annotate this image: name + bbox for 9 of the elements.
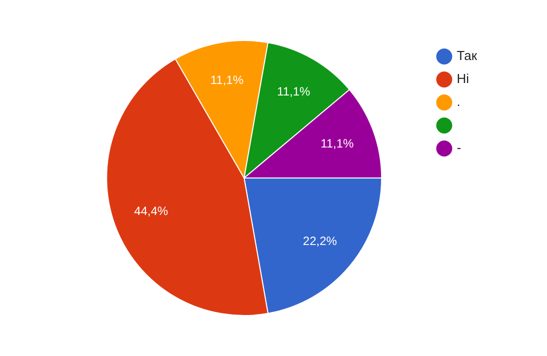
data-label: 11,1%	[277, 84, 311, 99]
data-label: 44,4%	[134, 204, 168, 218]
legend-label: Так	[456, 48, 478, 64]
legend-label: .	[456, 94, 460, 110]
data-label: 11,1%	[210, 72, 244, 87]
legend-label: -	[456, 140, 462, 156]
data-label: 22,2%	[302, 234, 338, 248]
legend-label: Ні	[456, 71, 470, 86]
data-label: 11,1%	[320, 136, 354, 150]
